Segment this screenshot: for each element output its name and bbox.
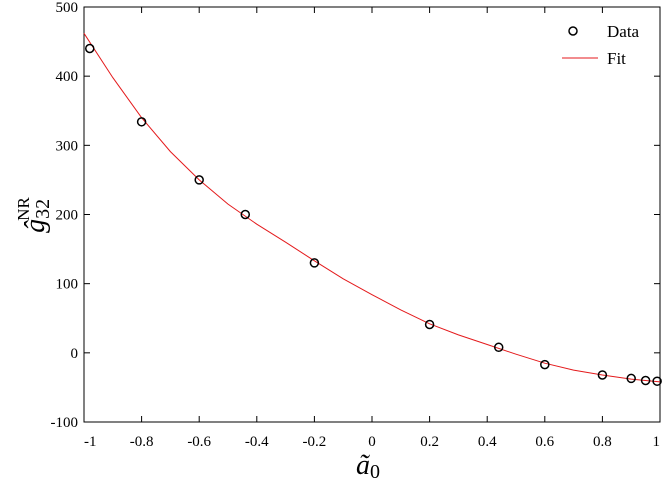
y-axis-title-sup: NR xyxy=(14,197,33,221)
data-point xyxy=(240,209,251,220)
data-point xyxy=(597,370,608,380)
y-axis-ticks: -100 0 100 200 300 400 500 xyxy=(51,0,660,431)
y-tick-label: 200 xyxy=(56,208,79,224)
legend-fit-label: Fit xyxy=(607,49,626,68)
x-tick-label: 0.6 xyxy=(535,434,554,450)
x-tick-label: 1 xyxy=(653,434,661,450)
x-tick-label: 0.8 xyxy=(593,434,612,450)
data-point xyxy=(626,373,636,384)
data-point xyxy=(309,258,320,268)
plot-frame xyxy=(83,6,661,423)
x-tick-label: -0.6 xyxy=(187,434,211,450)
x-tick-label: -0.4 xyxy=(245,434,269,450)
x-axis-title: ã0 xyxy=(356,450,380,483)
data-point xyxy=(652,376,662,386)
data-point xyxy=(85,43,95,54)
x-axis-title-sub: 0 xyxy=(370,461,380,483)
y-tick-label: 300 xyxy=(56,138,79,154)
y-tick-label: 100 xyxy=(56,277,79,293)
data-point xyxy=(136,117,147,127)
data-markers xyxy=(85,43,662,386)
x-tick-label: -0.2 xyxy=(303,434,327,450)
svg-text:ĝ32NR: ĝ32NR xyxy=(14,197,54,233)
legend-data-label: Data xyxy=(607,22,640,41)
y-axis-title: ĝ32NR xyxy=(14,197,54,233)
data-point xyxy=(540,359,550,370)
y-axis-title-base: ĝ xyxy=(20,219,51,233)
y-tick-label: -100 xyxy=(51,415,79,431)
x-tick-label: -0.8 xyxy=(130,434,154,450)
legend-data-marker xyxy=(568,26,578,36)
x-axis-ticks: -1 -0.8 -0.6 -0.4 -0.2 0 0.2 0.4 0.6 0.8 1 xyxy=(83,7,661,450)
data-point xyxy=(194,175,204,185)
data-point xyxy=(424,319,435,330)
data-point xyxy=(493,342,504,353)
legend: Data Fit xyxy=(562,22,640,68)
y-tick-label: 500 xyxy=(56,0,79,16)
x-tick-label: 0 xyxy=(368,434,376,450)
x-axis-title-base: ã xyxy=(356,450,370,481)
x-tick-label: 0.2 xyxy=(420,434,439,450)
y-tick-label: 400 xyxy=(56,69,79,85)
fit-line xyxy=(83,33,661,383)
y-axis-title-sub: 32 xyxy=(32,199,54,219)
x-tick-label: -1 xyxy=(84,434,97,450)
y-tick-label: 0 xyxy=(71,346,79,362)
x-tick-label: 0.4 xyxy=(478,434,497,450)
data-point xyxy=(640,375,651,386)
